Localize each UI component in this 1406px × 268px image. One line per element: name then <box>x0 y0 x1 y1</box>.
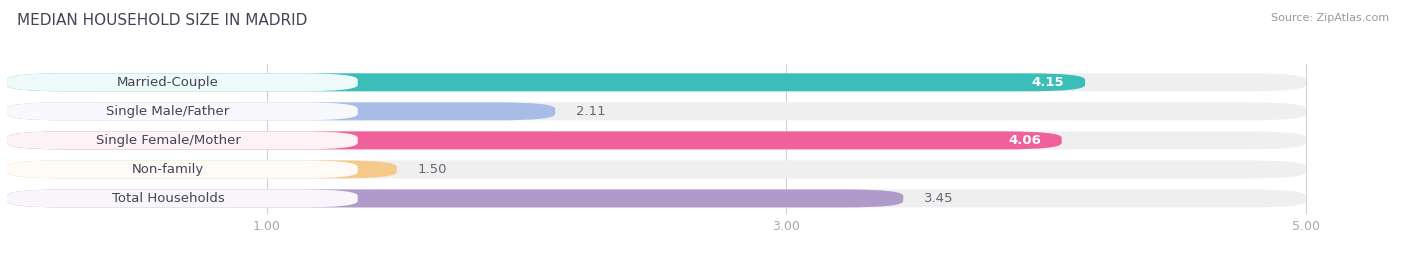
Text: 1.50: 1.50 <box>418 163 447 176</box>
Text: 4.06: 4.06 <box>1008 134 1040 147</box>
Text: Married-Couple: Married-Couple <box>117 76 219 89</box>
FancyBboxPatch shape <box>7 102 555 120</box>
Text: Source: ZipAtlas.com: Source: ZipAtlas.com <box>1271 13 1389 23</box>
Text: Single Male/Father: Single Male/Father <box>107 105 229 118</box>
FancyBboxPatch shape <box>7 189 1306 207</box>
FancyBboxPatch shape <box>7 189 357 207</box>
FancyBboxPatch shape <box>7 102 1306 120</box>
Text: Total Households: Total Households <box>111 192 225 205</box>
Text: 4.15: 4.15 <box>1032 76 1064 89</box>
Text: Non-family: Non-family <box>132 163 204 176</box>
FancyBboxPatch shape <box>7 161 1306 178</box>
FancyBboxPatch shape <box>7 189 903 207</box>
Text: Single Female/Mother: Single Female/Mother <box>96 134 240 147</box>
FancyBboxPatch shape <box>7 161 357 178</box>
FancyBboxPatch shape <box>7 73 357 91</box>
FancyBboxPatch shape <box>7 131 1062 149</box>
Text: MEDIAN HOUSEHOLD SIZE IN MADRID: MEDIAN HOUSEHOLD SIZE IN MADRID <box>17 13 308 28</box>
FancyBboxPatch shape <box>7 161 396 178</box>
Text: 2.11: 2.11 <box>576 105 606 118</box>
FancyBboxPatch shape <box>7 102 357 120</box>
FancyBboxPatch shape <box>7 131 357 149</box>
FancyBboxPatch shape <box>7 73 1085 91</box>
Text: 3.45: 3.45 <box>924 192 953 205</box>
FancyBboxPatch shape <box>7 131 1306 149</box>
FancyBboxPatch shape <box>7 73 1306 91</box>
